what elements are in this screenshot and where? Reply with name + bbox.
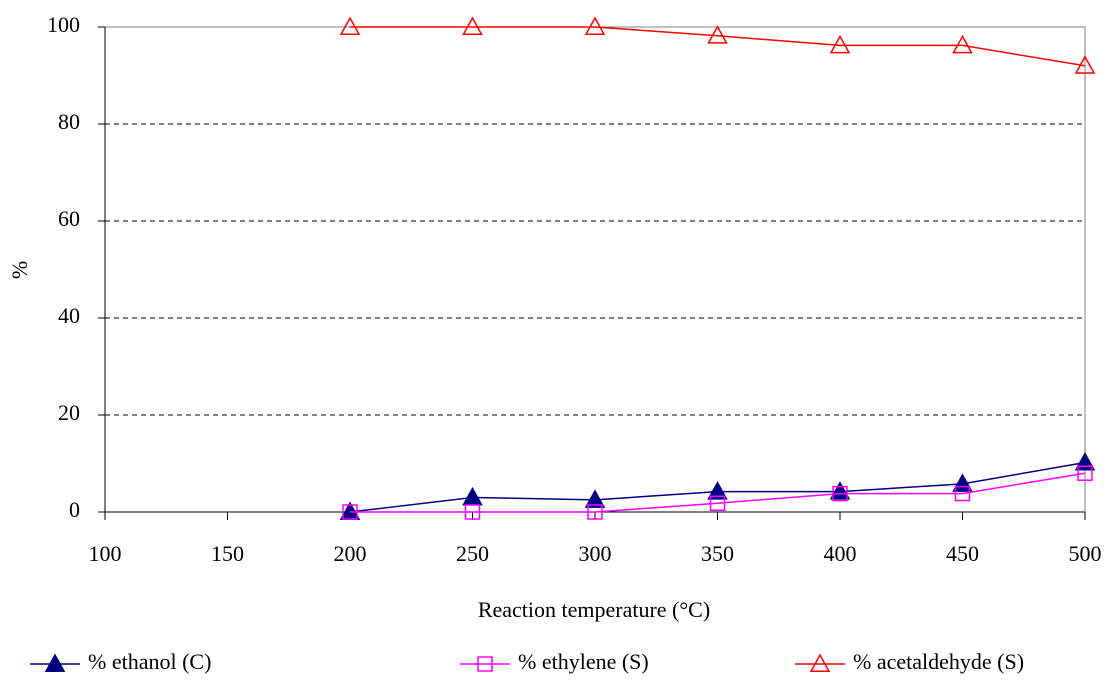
series-line [350,26,1086,67]
x-tick-label: 250 [456,541,489,566]
x-tick-label: 450 [946,541,979,566]
marker [462,16,483,35]
x-tick-label: 100 [89,541,122,566]
y-tick-label: 80 [58,109,80,134]
legend-marker [477,656,493,672]
marker [829,34,851,54]
marker [952,34,973,54]
x-tick-label: 300 [579,541,612,566]
marker [1077,465,1093,481]
x-tick-label: 400 [824,541,857,566]
marker [339,16,361,35]
marker [584,16,606,35]
x-axis-label: Reaction temperature (°C) [478,597,710,622]
marker [1074,55,1096,74]
marker [587,504,603,520]
plot-frame [104,26,1086,513]
legend-marker [44,653,66,672]
x-tick-label: 350 [701,541,734,566]
marker [707,481,728,500]
marker [954,485,971,502]
legend-marker [809,653,831,672]
marker [584,489,606,508]
series-line [350,472,1086,513]
marker [707,25,728,44]
x-tick-label: 500 [1069,541,1102,566]
marker [709,495,726,512]
marker [462,486,483,506]
y-tick-label: 40 [58,303,80,328]
legend-label: % ethylene (S) [518,649,649,674]
y-tick-label: 60 [58,206,80,231]
legend-label: % acetaldehyde (S) [853,649,1024,674]
y-tick-label: 0 [69,497,80,522]
marker [464,504,481,520]
legend-label: % ethanol (C) [88,649,211,674]
y-axis-label: % [7,261,32,279]
marker [342,504,358,520]
marker [832,485,848,502]
x-tick-label: 150 [211,541,244,566]
y-tick-label: 100 [47,12,80,37]
marker [829,481,851,500]
x-tick-label: 200 [334,541,367,566]
y-tick-label: 20 [58,400,80,425]
